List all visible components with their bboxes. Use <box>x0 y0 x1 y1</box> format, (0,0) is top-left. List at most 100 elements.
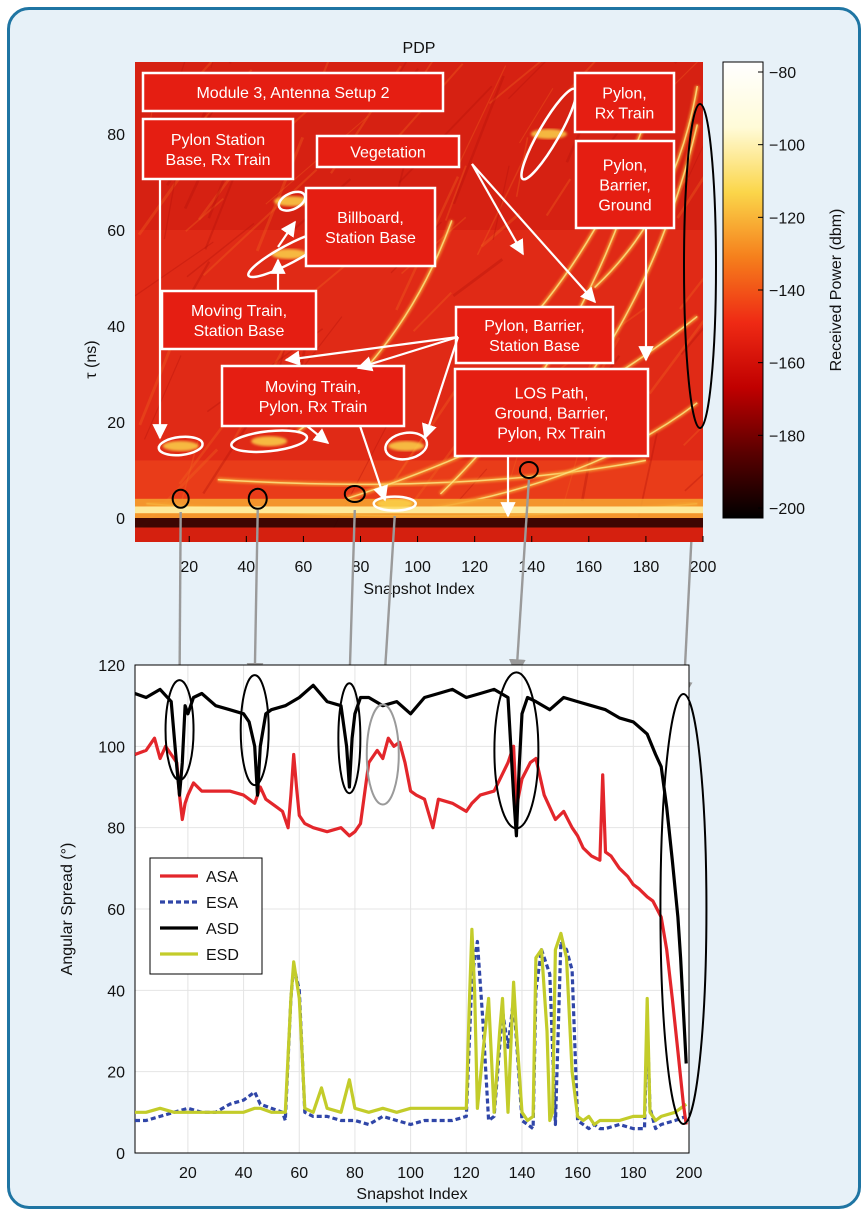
colorbar-tick-label: −180 <box>769 428 805 445</box>
heatmap-texture <box>255 136 305 252</box>
series-asa-line <box>135 736 688 1125</box>
annotation-text: Pylon, Rx Train <box>259 399 367 416</box>
colorbar-tick-label: −120 <box>769 210 805 227</box>
heatmap-texture <box>412 292 452 332</box>
legend-label-esa: ESA <box>206 895 238 912</box>
annotation-box <box>141 117 295 181</box>
x-tick-label: 80 <box>352 559 370 576</box>
cluster-ellipse <box>384 431 429 461</box>
annotation-text: Base, Rx Train <box>166 152 271 169</box>
legend-label-asd: ASD <box>206 921 239 938</box>
annotation-text: Station Base <box>194 323 285 340</box>
pdp-marker-ellipse <box>171 488 190 509</box>
x-tick-label: 120 <box>453 1165 480 1182</box>
y-tick-label: 60 <box>107 902 125 919</box>
pdp-annotations: Module 3, Antenna Setup 2 Pylon Station Ba… <box>141 71 676 458</box>
x-tick-label: 100 <box>397 1165 424 1182</box>
annotation-arrow <box>277 220 296 248</box>
y-axis-label: Angular Spread (°) <box>59 843 76 976</box>
x-tick-label: 160 <box>575 559 602 576</box>
y-tick-label: 40 <box>107 983 125 1000</box>
x-tick-label: 180 <box>633 559 660 576</box>
y-tick-label: 80 <box>107 127 125 144</box>
heatmap-texture <box>138 337 177 426</box>
pdp-marker-ellipse <box>247 487 268 510</box>
annotation-arrow <box>471 163 524 256</box>
x-tick-label: 80 <box>346 1165 364 1182</box>
annotation-arrow <box>356 335 459 372</box>
cluster-blob <box>271 249 308 259</box>
spread-ellipse <box>365 703 400 806</box>
heatmap-texture <box>684 473 703 492</box>
series-esa-line <box>135 939 687 1131</box>
x-tick-label: 40 <box>235 1165 253 1182</box>
x-tick-label: 40 <box>237 559 255 576</box>
annotation-moving-station: Moving Train, Station Base <box>160 289 318 351</box>
annotation-vegetation: Vegetation <box>315 134 461 169</box>
pre-arrival-region <box>135 527 703 542</box>
y-tick-label: 0 <box>116 1146 125 1163</box>
heatmap-texture <box>492 165 510 241</box>
annotation-arrow <box>358 425 388 502</box>
annotation-text: Pylon, Barrier, <box>484 318 584 335</box>
legend-label-esd: ESD <box>206 947 239 964</box>
x-tick-label: 60 <box>290 1165 308 1182</box>
annotation-arrow <box>284 335 459 366</box>
heatmap-texture <box>395 432 426 478</box>
spread-ellipse <box>239 674 270 787</box>
heatmap-texture <box>135 241 214 297</box>
annotation-moving-pylon: Moving Train, Pylon, Rx Train <box>220 364 406 428</box>
x-tick-label: 60 <box>295 559 313 576</box>
pdp-title: PDP <box>403 40 436 57</box>
annotation-pylon-station: Pylon Station Base, Rx Train <box>141 117 295 181</box>
annotation-arrow <box>471 163 597 304</box>
series-asd-line <box>135 683 688 1064</box>
cluster-blob <box>162 441 199 451</box>
annotation-box <box>574 139 676 230</box>
annotation-box <box>220 364 406 428</box>
colorbar-tick-label: −200 <box>769 501 805 518</box>
x-tick-label: 160 <box>564 1165 591 1182</box>
heatmap-texture <box>321 62 330 76</box>
colorbar-tick-label: −100 <box>769 138 805 155</box>
heatmap-texture <box>458 468 488 501</box>
annotation-box <box>315 134 461 169</box>
annotation-text: LOS Path, <box>515 386 589 403</box>
annotation-text: Billboard, <box>337 210 404 227</box>
x-tick-label: 20 <box>180 559 198 576</box>
spread-ellipse <box>164 679 195 782</box>
annotation-text: Station Base <box>489 338 580 355</box>
x-tick-label: 120 <box>461 559 488 576</box>
cluster-ellipse <box>230 429 309 454</box>
heatmap-texture <box>519 88 554 144</box>
heatmap-texture <box>143 355 182 440</box>
link-arrow <box>341 509 359 687</box>
y-tick-label: 100 <box>98 739 125 756</box>
colorbar-tick-label: −160 <box>769 356 805 373</box>
los-band-core <box>135 506 703 514</box>
annotation-text: Ground, Barrier, <box>495 406 609 423</box>
legend: ASA ESA ASD ESD <box>149 857 263 975</box>
spread-ellipse <box>659 693 708 1125</box>
cluster-ellipse <box>372 495 417 512</box>
annotation-box <box>304 186 437 268</box>
heatmap-texture <box>452 75 505 205</box>
y-tick-label: 40 <box>107 319 125 336</box>
x-axis-label: Snapshot Index <box>356 1186 467 1203</box>
x-tick-label: 140 <box>518 559 545 576</box>
annotation-arrow <box>306 425 330 444</box>
heatmap-texture <box>648 319 703 395</box>
y-tick-label: 20 <box>107 1065 125 1082</box>
line-plot-border <box>134 664 690 1154</box>
heatmap-texture <box>673 62 678 64</box>
link-arrow <box>508 479 531 677</box>
annotation-box <box>573 71 676 134</box>
y-tick-label: 60 <box>107 223 125 240</box>
annotation-box <box>453 367 650 458</box>
heatmap-texture <box>507 62 546 100</box>
heatmap-texture <box>452 258 504 298</box>
link-arrow <box>171 511 189 684</box>
y-axis-label: τ (ns) <box>83 340 100 378</box>
annotation-billboard: Billboard, Station Base <box>304 186 437 268</box>
